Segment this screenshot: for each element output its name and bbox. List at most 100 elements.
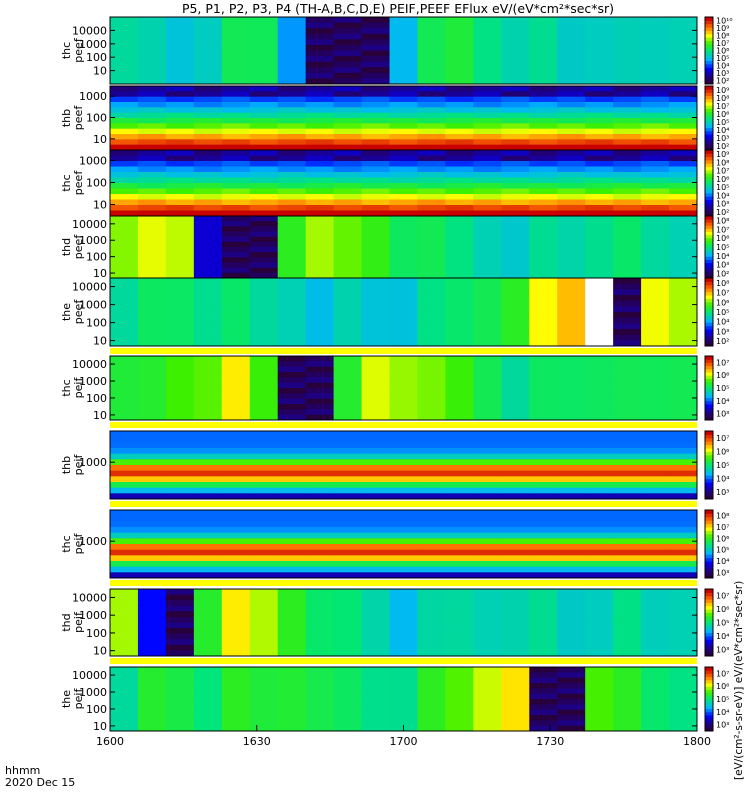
heatmap-cell — [221, 688, 251, 695]
y-tick-label: 100 — [86, 317, 107, 330]
heatmap-cell — [641, 677, 670, 684]
heatmap-cell — [305, 465, 335, 472]
heatmap-cell — [585, 221, 614, 227]
heatmap-cell — [333, 704, 363, 711]
heatmap-cell — [305, 221, 335, 227]
heatmap-cell — [613, 210, 642, 217]
heatmap-cell — [361, 216, 391, 222]
heatmap-cell — [501, 672, 530, 679]
heatmap-cell — [193, 139, 223, 146]
heatmap-cell — [137, 123, 167, 130]
heatmap-cell — [501, 704, 530, 711]
heatmap-cell — [529, 306, 558, 313]
colorbar-tick-label: 10⁴ — [716, 61, 729, 70]
heatmap-cell — [193, 257, 223, 263]
heatmap-cell — [529, 199, 558, 206]
heatmap-cell — [613, 306, 642, 313]
heatmap-cell — [333, 177, 363, 184]
heatmap-cell — [305, 86, 335, 92]
heatmap-cell — [473, 267, 502, 274]
heatmap-cell — [529, 459, 558, 466]
heatmap-cell — [557, 482, 586, 489]
heatmap-cell — [137, 144, 167, 151]
heatmap-cell — [305, 155, 335, 162]
heatmap-cell — [110, 683, 139, 689]
heatmap-cell — [110, 688, 139, 695]
heatmap-cell — [221, 628, 251, 635]
heatmap-cell — [193, 56, 223, 63]
heatmap-cell — [613, 459, 642, 466]
colorbar-cell — [705, 102, 713, 106]
heatmap-cell — [137, 382, 167, 389]
colorbar-cell — [705, 513, 713, 518]
heatmap-cell — [165, 532, 195, 539]
heatmap-cell — [389, 704, 418, 711]
heatmap-cell — [529, 172, 558, 178]
heatmap-cell — [445, 527, 474, 534]
heatmap-cell — [501, 312, 530, 319]
heatmap-cell — [669, 334, 698, 341]
heatmap-cell — [613, 644, 642, 651]
heatmap-cell — [389, 118, 418, 124]
heatmap-cell — [473, 150, 502, 156]
heatmap-cell — [193, 161, 223, 167]
colorbar-tick-label: 10⁵ — [716, 118, 729, 127]
heatmap-cell — [165, 329, 195, 336]
heatmap-cell — [277, 334, 307, 341]
heatmap-cell — [137, 161, 167, 167]
colorbar-cell — [705, 391, 713, 395]
heatmap-cell — [165, 555, 195, 562]
heatmap-cell — [641, 544, 670, 551]
heatmap-cell — [137, 289, 167, 296]
heatmap-cell — [249, 102, 279, 108]
heatmap-cell — [361, 538, 391, 545]
heatmap-cell — [529, 436, 558, 443]
heatmap-cell — [417, 306, 446, 313]
heatmap-cell — [473, 605, 502, 612]
heatmap-cell — [165, 86, 195, 92]
heatmap-cell — [193, 538, 223, 545]
heatmap-cell — [585, 633, 614, 640]
heatmap-cell — [110, 278, 139, 285]
heatmap-cell — [641, 102, 670, 108]
heatmap-cell — [277, 188, 307, 195]
heatmap-cell — [529, 17, 558, 24]
heatmap-cell — [221, 544, 251, 551]
heatmap-cell — [193, 388, 223, 394]
heatmap-cell — [473, 549, 502, 556]
heatmap-cell — [417, 436, 446, 443]
heatmap-cell — [305, 306, 335, 313]
heatmap-cell — [221, 306, 251, 313]
heatmap-cell — [193, 44, 223, 51]
heatmap-cell — [193, 236, 223, 243]
heatmap-cell — [445, 532, 474, 539]
heatmap-cell — [445, 96, 474, 103]
colorbar-cell — [705, 53, 713, 58]
heatmap-cell — [221, 572, 251, 579]
heatmap-cell — [165, 56, 195, 63]
heatmap-cell — [333, 262, 363, 269]
heatmap-cell — [613, 356, 642, 362]
heatmap-cell — [165, 476, 195, 483]
heatmap-cell — [333, 436, 363, 443]
heatmap-cell — [669, 150, 698, 156]
heatmap-cell — [305, 247, 335, 253]
heatmap-cell — [473, 366, 502, 373]
heatmap-cell — [613, 493, 642, 500]
heatmap-cell — [501, 725, 530, 732]
heatmap-cell — [221, 667, 251, 673]
heatmap-cell — [445, 633, 474, 640]
heatmap-cell — [221, 67, 251, 74]
heatmap-cell — [529, 139, 558, 146]
heatmap-cell — [361, 262, 391, 269]
heatmap-cell — [557, 306, 586, 313]
colorbar-cell — [705, 228, 713, 232]
heatmap-cell — [389, 470, 418, 477]
y-axis-label: thd — [60, 613, 73, 631]
heatmap-cell — [473, 622, 502, 629]
heatmap-cell — [110, 715, 139, 721]
heatmap-cell — [277, 538, 307, 545]
heatmap-cell — [333, 134, 363, 140]
heatmap-cell — [249, 128, 279, 135]
heatmap-cell — [165, 677, 195, 684]
